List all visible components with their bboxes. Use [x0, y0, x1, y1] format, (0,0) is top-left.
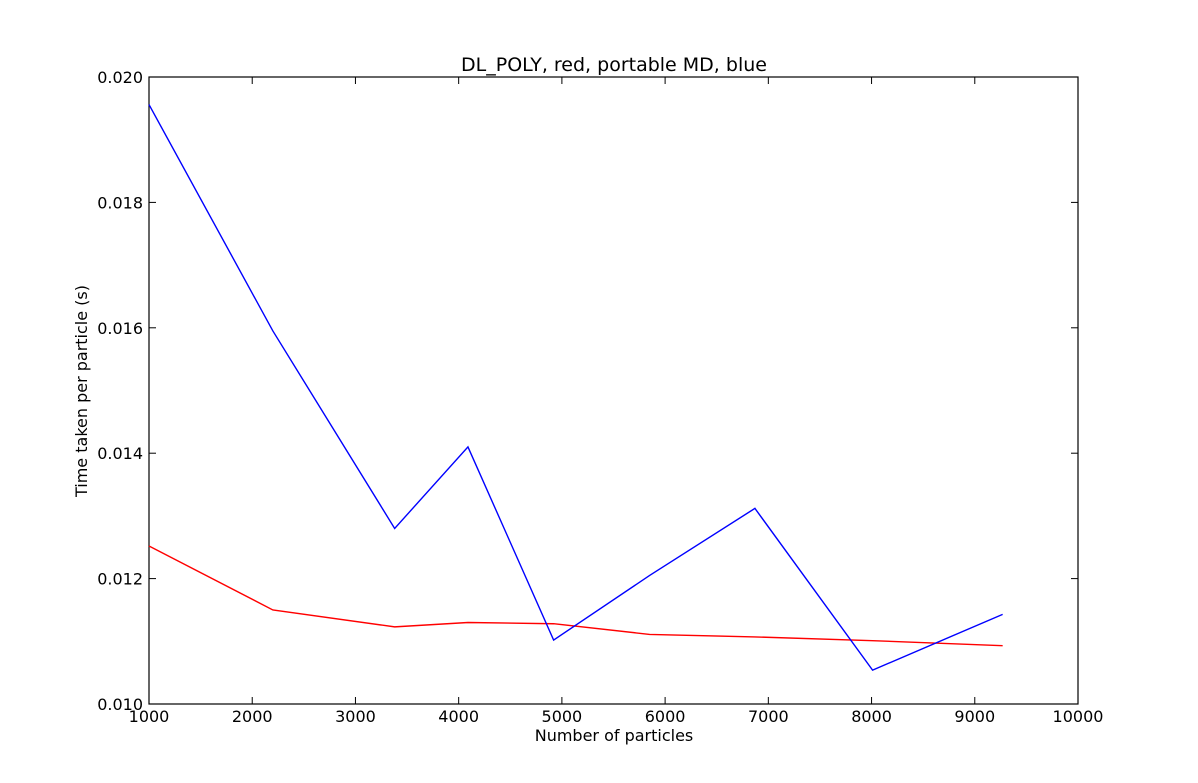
tick-layer: [148, 76, 1079, 705]
x-tick-label: 5000: [542, 707, 583, 726]
y-tick-label: 0.016: [97, 319, 143, 338]
y-tick-label: 0.010: [97, 695, 143, 714]
x-tick-label: 2000: [232, 707, 273, 726]
y-axis-label: Time taken per particle (s): [72, 285, 91, 498]
x-tick-label: 10000: [1053, 707, 1104, 726]
series-line-1: [148, 104, 1003, 672]
series-layer: [148, 104, 1003, 672]
plot-area: [148, 76, 1079, 705]
tick-label-layer: 1000 2000 3000 4000 5000 6000 7000 8000 9000 1000…: [97, 68, 1103, 726]
x-tick-label: 4000: [438, 707, 479, 726]
x-tick-label: 3000: [335, 707, 376, 726]
series-line-0: [148, 545, 1003, 647]
y-tick-label: 0.020: [97, 68, 143, 87]
x-axis-label: Number of particles: [535, 726, 694, 745]
chart-title: DL_POLY, red, portable MD, blue: [461, 54, 767, 76]
x-tick-label: 1000: [129, 707, 170, 726]
y-tick-label: 0.014: [97, 444, 143, 463]
x-tick-label: 9000: [954, 707, 995, 726]
x-tick-label: 6000: [645, 707, 686, 726]
x-tick-label: 8000: [851, 707, 892, 726]
y-tick-label: 0.018: [97, 193, 143, 212]
y-tick-label: 0.012: [97, 570, 143, 589]
x-tick-label: 7000: [748, 707, 789, 726]
